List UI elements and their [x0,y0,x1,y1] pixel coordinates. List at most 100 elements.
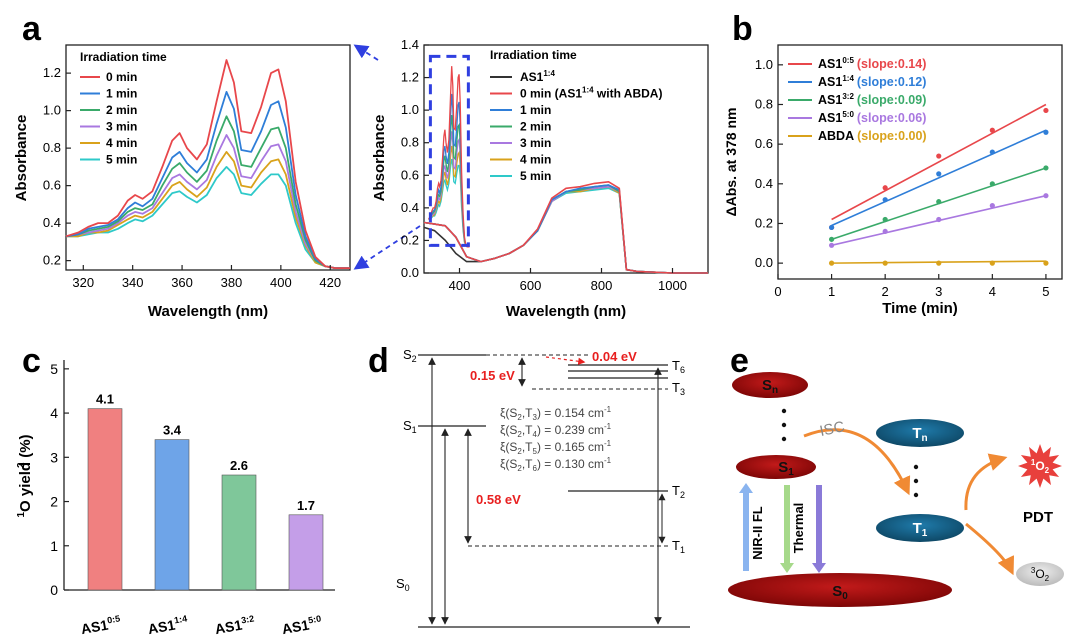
x-tick-label: 1 [828,284,835,299]
y-tick-label: 2 [50,494,58,510]
y-tick-label: 0.6 [43,178,61,193]
dot [913,478,919,484]
y-axis-label: 1O yield (%) [16,434,34,517]
legend-label: AS11:4 (slope:0.12) [818,74,926,89]
data-point [936,171,942,177]
y-tick-label: 0.8 [401,135,419,150]
series-line [65,59,350,270]
legend-label: 1 min [520,103,551,117]
zoom-connector-bottom [353,225,421,270]
y-tick-label: 1.0 [755,57,773,72]
gap-label-s2-t6: 0.04 eV [592,349,637,364]
legend-title: Irradiation time [80,50,167,64]
label-s2: S2 [403,347,417,364]
y-tick-label: 0 [50,582,58,598]
series-line [423,187,708,274]
panel-label-d: d [368,342,389,380]
energy-level-diagram: S2 S1 S0 T6 T3 T2 T1 0.04 eV 0.15 eV 0.5… [396,347,690,628]
arrow-thermal-1-shaft [784,485,790,565]
x-tick-label: 380 [221,275,243,290]
fit-line [831,103,1047,221]
series-line [66,150,350,270]
panel-label-a: a [22,10,42,48]
label-s0: S0 [396,576,410,593]
data-point [989,181,995,187]
y-tick-label: 3 [50,449,58,465]
y-tick-label: 1 [50,538,58,554]
soc-value: ξ(S2,T3) = 0.154 cm-1 [500,405,612,422]
bar-value-label: 2.6 [230,458,248,473]
zoom-connector-top [353,44,379,61]
data-point [828,224,835,231]
label-t1: T1 [913,520,928,539]
data-point [989,203,995,209]
dot [913,464,919,470]
x-tick-label: 400 [449,278,471,293]
singlet-oxygen-star [1018,444,1062,488]
y-tick-label: 0.0 [755,255,773,270]
series-line [423,181,708,274]
bar-value-label: 1.7 [297,498,315,513]
panel-label-c: c [22,342,41,380]
legend-label: 3 min [106,120,137,134]
x-tick-label: 2 [882,284,889,299]
y-tick-label: 0.6 [755,136,773,151]
arrow-nir-head [739,483,753,493]
data-point [989,260,995,266]
x-axis-label: Wavelength (nm) [148,303,268,320]
legend-label: 4 min [520,153,551,167]
data-point [828,260,835,266]
label-t2: T2 [672,483,685,500]
plot-frame [777,44,1063,280]
x-tick-label: 800 [591,278,613,293]
y-tick-label: 0.4 [43,215,61,230]
label-pdt: PDT [1023,509,1053,526]
y-tick-label: 0.2 [401,232,419,247]
series-line [66,165,350,270]
label-s0: S0 [832,583,848,602]
arrow-pdt-down [965,522,1015,576]
plot-frame [65,44,351,271]
x-tick-label: 400 [270,275,292,290]
zoomed-series-line [428,66,470,248]
legend-label: AS10:5 (slope:0.14) [818,56,926,71]
chart-b: 0 1 2 3 4 5 0.0 0.2 0.4 0.6 0.8 1.0 Time (min) ΔAb… [723,44,1063,317]
legend-label: 5 min [520,169,551,183]
legend-label: AS15:0 (slope:0.06) [818,110,926,125]
y-axis-label-sub: 2 [16,462,27,468]
series-line [423,185,708,274]
data-point [882,197,888,203]
gap-label-s1-t1: 0.58 eV [476,492,521,507]
y-tick-label: 4 [50,405,58,421]
state-tn [876,419,964,447]
data-point [882,228,888,235]
legend-title: Irradiation time [490,48,577,62]
x-tick-label: 340 [122,275,144,290]
state-s0 [728,573,952,607]
data-point [989,149,995,155]
state-s1 [736,455,816,479]
category-label: AS13:2 [214,613,257,637]
data-point [936,260,942,266]
legend-label: 1 min [106,87,137,101]
dot [913,492,919,498]
y-tick-label: 0.8 [43,140,61,155]
label-thermal: Thermal [791,503,806,554]
bar [87,408,123,591]
legend-label: 2 min [106,103,137,117]
data-point [936,153,942,159]
series-line [65,91,350,270]
y-tick-label: 0.2 [43,253,61,268]
x-tick-label: 5 [1042,284,1049,299]
x-tick-label: 420 [319,275,341,290]
x-tick-label: 320 [72,275,94,290]
label-t1: T1 [672,538,685,555]
dot [781,422,787,428]
y-tick-label: 0.2 [755,215,773,230]
x-tick-label: 4 [989,284,996,299]
x-tick-label: 360 [171,275,193,290]
label-nir-fl: NIR-II FL [750,506,765,559]
chart-c: 4.1 AS10:5 3.4 AS11:4 2.6 AS13:2 1.7 AS15:0 0 1 2… [16,360,335,637]
series-line [65,115,350,270]
